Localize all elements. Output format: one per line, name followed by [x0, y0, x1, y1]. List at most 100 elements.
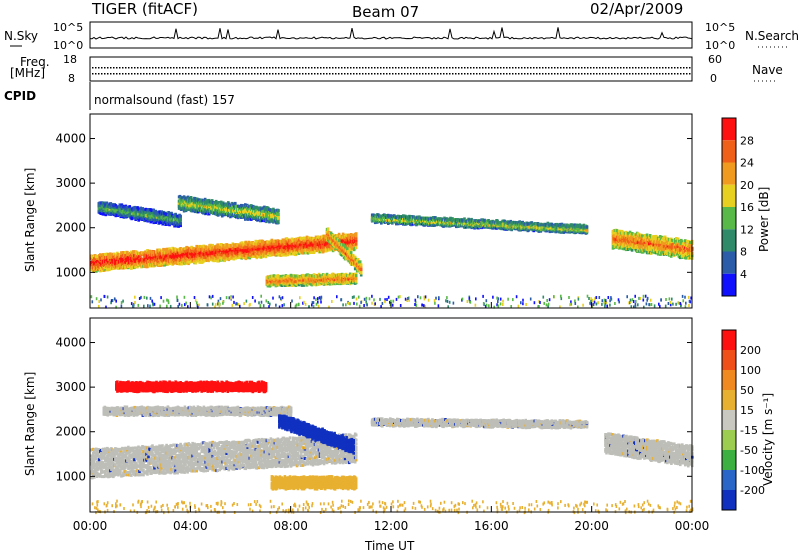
nave-dot — [503, 73, 505, 75]
freq-dot — [212, 67, 214, 69]
nsky-tick-bottom: 10^0 — [53, 39, 83, 52]
nave-dot — [281, 73, 283, 75]
station-title: TIGER (fitACF) — [91, 0, 198, 18]
freq-dot — [404, 67, 406, 69]
heatmap-cell — [179, 215, 182, 218]
freq-dot — [674, 67, 676, 69]
nave-dot — [296, 73, 298, 75]
freq-dot — [377, 67, 379, 69]
freq-dot — [509, 67, 511, 69]
nave-dot — [413, 73, 415, 75]
nave-dot — [356, 73, 358, 75]
nave-dot — [602, 73, 604, 75]
freq-dot — [227, 67, 229, 69]
freq-dot — [542, 67, 544, 69]
freq-dot — [263, 67, 265, 69]
freq-dot — [209, 67, 211, 69]
freq-dot — [584, 67, 586, 69]
nave-dot — [641, 73, 643, 75]
freq-dot — [641, 67, 643, 69]
nave-dot — [509, 73, 511, 75]
freq-dot — [191, 67, 193, 69]
freq-dot — [428, 67, 430, 69]
nave-dot — [383, 73, 385, 75]
freq-dot — [659, 67, 661, 69]
nave-dot — [434, 73, 436, 75]
nave-dot — [134, 73, 136, 75]
freq-dot — [365, 67, 367, 69]
freq-dot — [518, 67, 520, 69]
nave-dot — [458, 73, 460, 75]
heatmap-cell — [355, 232, 358, 235]
nave-dot — [179, 73, 181, 75]
freq-dot — [629, 67, 631, 69]
freq-dot — [137, 67, 139, 69]
beam-title: Beam 07 — [352, 3, 419, 21]
freq-dot — [482, 67, 484, 69]
nave-dot — [656, 73, 658, 75]
freq-dot — [623, 67, 625, 69]
nave-dot — [545, 73, 547, 75]
nave-dot — [617, 73, 619, 75]
nave-dot — [590, 73, 592, 75]
freq-dot — [143, 67, 145, 69]
nave-dot — [242, 73, 244, 75]
freq-dot — [239, 67, 241, 69]
nave-dot — [359, 73, 361, 75]
nave-dot — [170, 73, 172, 75]
freq-dot — [575, 67, 577, 69]
nave-dot — [554, 73, 556, 75]
nave-dot — [194, 73, 196, 75]
freq-dot — [500, 67, 502, 69]
nave-dot — [230, 73, 232, 75]
nave-dot — [530, 73, 532, 75]
freq-dot — [530, 67, 532, 69]
nave-dot — [584, 73, 586, 75]
nave-dot — [404, 73, 406, 75]
nave-dot — [221, 73, 223, 75]
freq-dot — [302, 67, 304, 69]
nave-dot — [521, 73, 523, 75]
freq-dot — [197, 67, 199, 69]
freq-dot — [206, 67, 208, 69]
nave-dot — [353, 73, 355, 75]
nave-dot — [341, 73, 343, 75]
freq-dot — [386, 67, 388, 69]
nave-dot — [287, 73, 289, 75]
freq-dot — [155, 67, 157, 69]
freq-dot — [644, 67, 646, 69]
freq-dot — [608, 67, 610, 69]
freq-dot — [185, 67, 187, 69]
nave-dot — [140, 73, 142, 75]
nave-dot — [593, 73, 595, 75]
nave-dot — [581, 73, 583, 75]
freq-dot — [485, 67, 487, 69]
freq-dot — [254, 67, 256, 69]
nave-dot — [143, 73, 145, 75]
nave-dot — [482, 73, 484, 75]
freq-dot — [683, 67, 685, 69]
freq-dot — [392, 67, 394, 69]
nave-tick-bottom: 0 — [710, 72, 717, 85]
nave-dot — [98, 73, 100, 75]
freq-dot — [236, 67, 238, 69]
nave-dot — [386, 73, 388, 75]
nave-dot — [164, 73, 166, 75]
nave-dot — [245, 73, 247, 75]
freq-dot — [689, 67, 691, 69]
nsearch-label: N.Search — [745, 29, 799, 43]
nave-dot — [524, 73, 526, 75]
nave-dot — [392, 73, 394, 75]
nave-dot — [329, 73, 331, 75]
nave-dot — [491, 73, 493, 75]
nave-dot — [449, 73, 451, 75]
nave-dot — [107, 73, 109, 75]
freq-dot — [119, 67, 121, 69]
heatmap-cell — [277, 221, 280, 224]
nave-dot — [269, 73, 271, 75]
freq-dot — [440, 67, 442, 69]
freq-dot — [296, 67, 298, 69]
freq-dot — [395, 67, 397, 69]
freq-dot — [167, 67, 169, 69]
nave-dot — [557, 73, 559, 75]
